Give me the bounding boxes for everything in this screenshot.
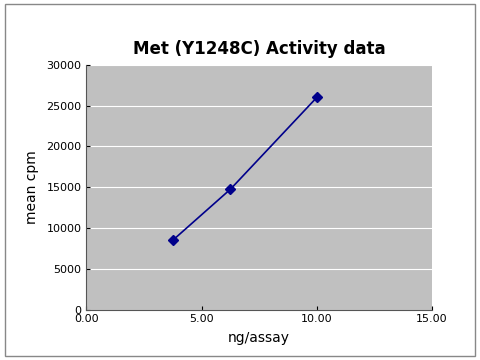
Title: Met (Y1248C) Activity data: Met (Y1248C) Activity data (133, 40, 385, 58)
X-axis label: ng/assay: ng/assay (228, 332, 290, 345)
Y-axis label: mean cpm: mean cpm (25, 150, 39, 224)
